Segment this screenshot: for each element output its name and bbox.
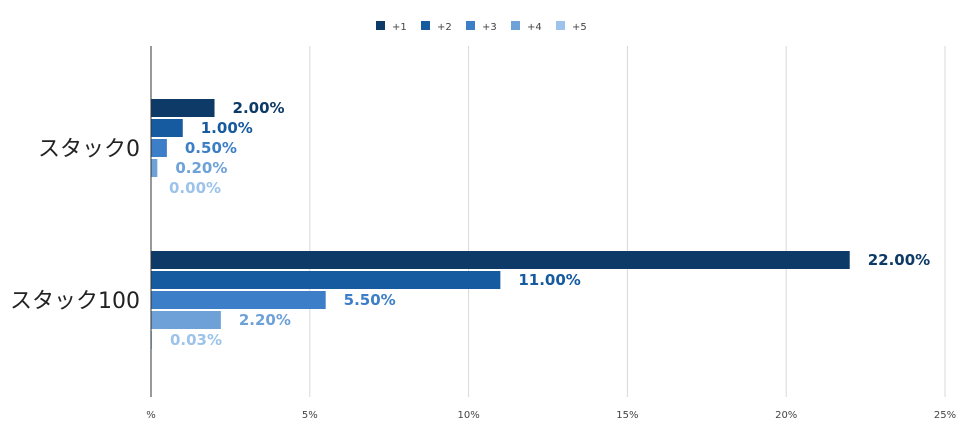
category-label: スタック0 xyxy=(38,137,140,162)
data-labels: 2.00% 1.00% 0.50% 0.20% 0.00% 22.00% 11.00% 5.5… xyxy=(169,99,930,349)
x-tick-label: 20% xyxy=(775,410,797,421)
gridlines xyxy=(309,46,946,397)
data-label: 5.50% xyxy=(344,291,396,309)
data-label: 22.00% xyxy=(868,251,930,269)
data-label: 0.20% xyxy=(175,159,227,177)
bar xyxy=(151,119,183,137)
x-tick-label: 25% xyxy=(934,410,956,421)
bar xyxy=(151,271,501,289)
x-tick-label: 10% xyxy=(457,410,479,421)
legend-item-label: +2 xyxy=(437,22,452,33)
data-label: 2.00% xyxy=(233,99,285,117)
legend-swatch xyxy=(466,21,475,30)
x-tick-label: % xyxy=(146,410,156,421)
legend-swatch xyxy=(511,21,520,30)
bars xyxy=(151,99,850,349)
bar xyxy=(151,159,158,177)
legend-swatch xyxy=(376,21,385,30)
legend-swatch xyxy=(421,21,430,30)
category-labels: スタック0 スタック100 xyxy=(10,137,140,314)
legend-item-label: +5 xyxy=(572,22,587,33)
legend-item-label: +4 xyxy=(527,22,542,33)
x-tick-label: 15% xyxy=(616,410,638,421)
data-label: 0.00% xyxy=(169,179,221,197)
bar xyxy=(151,251,850,269)
legend-swatch xyxy=(556,21,565,30)
x-axis-ticks: % 5% 10% 15% 20% 25% xyxy=(146,410,956,421)
data-label: 1.00% xyxy=(201,119,253,137)
data-label: 2.20% xyxy=(239,311,291,329)
bar xyxy=(151,139,167,157)
legend-item-label: +1 xyxy=(392,22,407,33)
legend: +1 +2 +3 +4 +5 xyxy=(376,21,587,33)
bar xyxy=(151,311,221,329)
data-label: 0.50% xyxy=(185,139,237,157)
bar xyxy=(151,291,326,309)
data-label: 11.00% xyxy=(518,271,580,289)
data-label: 0.03% xyxy=(170,331,222,349)
bar xyxy=(151,99,215,117)
legend-item-label: +3 xyxy=(482,22,497,33)
category-label: スタック100 xyxy=(10,289,140,314)
x-tick-label: 5% xyxy=(302,410,318,421)
